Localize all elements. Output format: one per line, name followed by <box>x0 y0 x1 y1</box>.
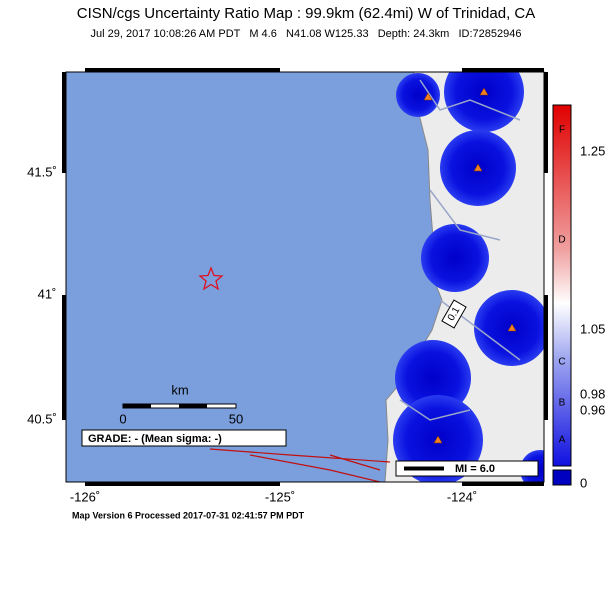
lon-label: -125˚ <box>265 489 295 504</box>
uncertainty-zones <box>393 72 544 482</box>
border-seg <box>544 295 548 420</box>
station <box>423 92 433 101</box>
grade-text: GRADE: - (Mean sigma: -) <box>88 433 222 445</box>
colorbar-letter: C <box>558 357 565 368</box>
border-seg <box>544 72 548 173</box>
faults <box>209 448 391 482</box>
footer: Map Version 6 Processed 2017-07-31 02:41… <box>72 510 305 520</box>
border-seg <box>462 482 544 486</box>
colorbar-letter: D <box>558 235 565 246</box>
border-seg <box>462 68 544 72</box>
lat-label: 40.5˚ <box>27 411 57 426</box>
grade-box <box>81 429 287 447</box>
colorbar-gradient <box>552 104 572 467</box>
colorbar-value: 1.05 <box>580 321 605 336</box>
mi-legend-box <box>395 460 539 477</box>
scale-unit: km <box>171 382 188 397</box>
colorbar-zero <box>552 469 572 486</box>
station <box>507 323 517 332</box>
station <box>433 435 443 444</box>
contour-label-box <box>441 299 467 329</box>
colorbar-letter: F <box>559 125 565 136</box>
title: CISN/cgs Uncertainty Ratio Map : 99.9km … <box>77 5 536 22</box>
station <box>479 87 489 96</box>
colorbar-value: 0 <box>580 475 587 490</box>
epicenter <box>198 266 224 291</box>
zone <box>396 73 440 117</box>
mi-legend-text: MI = 6.0 <box>455 463 495 475</box>
colorbar-value: 1.25 <box>580 143 605 158</box>
colorbar-letter: A <box>559 435 566 446</box>
scale-bar-seg <box>179 404 207 408</box>
lat-label: 41.5˚ <box>27 164 57 179</box>
border-seg <box>85 482 280 486</box>
map-frame <box>65 71 545 483</box>
colorbar-value: 0.96 <box>580 402 605 417</box>
zone <box>474 290 544 366</box>
frame-border <box>62 68 548 486</box>
zone <box>444 72 524 132</box>
lon-label: -126˚ <box>70 489 100 504</box>
contour-label: 0.1 <box>441 299 467 329</box>
zone <box>421 224 489 292</box>
lat-label: 41˚ <box>38 286 57 301</box>
border-seg <box>62 72 66 173</box>
colorbar-letter: B <box>559 398 566 409</box>
zone <box>395 340 471 416</box>
stations <box>423 87 517 444</box>
scale-end: 50 <box>229 411 243 426</box>
colorbar: 1.25 1.05 0.98 0.96 0 F D C B A <box>552 104 605 490</box>
scale-start: 0 <box>119 411 126 426</box>
lon-label: -124˚ <box>447 489 477 504</box>
border-seg <box>62 295 66 420</box>
subtitle: Jul 29, 2017 10:08:26 AM PDT M 4.6 N41.0… <box>91 28 522 40</box>
colorbar-value: 0.98 <box>580 386 605 401</box>
border-seg <box>85 68 280 72</box>
rivers <box>399 79 521 421</box>
scale-bar-seg <box>123 404 151 408</box>
map-area: 0.1 km 0 50 GRADE: - (Mean sigma: -) MI … <box>66 72 544 482</box>
station <box>473 163 483 172</box>
